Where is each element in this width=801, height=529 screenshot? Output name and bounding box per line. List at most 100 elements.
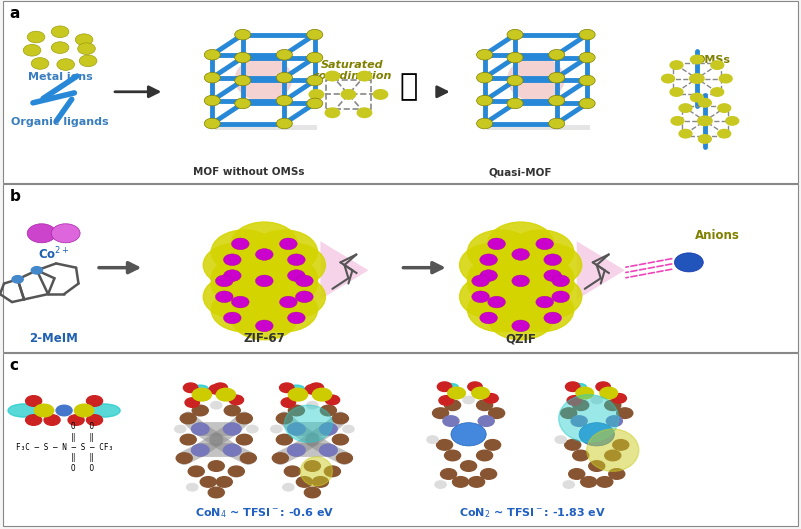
Circle shape [481,469,497,479]
Circle shape [215,275,233,287]
Circle shape [51,42,69,53]
Circle shape [211,262,277,305]
Circle shape [507,75,523,86]
Ellipse shape [237,274,292,288]
Text: 🔥: 🔥 [400,72,417,101]
Circle shape [223,423,241,435]
Bar [3,1,798,183]
Circle shape [472,387,489,399]
Circle shape [231,264,297,308]
Circle shape [324,466,340,477]
Circle shape [325,71,340,81]
Circle shape [448,387,465,399]
Circle shape [74,404,94,417]
Circle shape [573,400,589,411]
Text: Anions: Anions [694,230,739,242]
Circle shape [507,29,523,40]
Circle shape [187,484,198,491]
Circle shape [605,450,621,461]
Polygon shape [487,124,590,130]
Ellipse shape [507,57,565,102]
Circle shape [231,238,249,250]
Circle shape [223,254,241,266]
Circle shape [332,434,348,445]
Circle shape [23,44,41,56]
Circle shape [488,264,553,308]
Circle shape [26,396,42,406]
Circle shape [296,477,312,487]
Circle shape [188,466,204,477]
Circle shape [252,262,317,305]
Circle shape [606,416,622,426]
Circle shape [463,396,474,404]
Circle shape [280,238,297,250]
Circle shape [489,408,505,418]
Circle shape [203,243,269,287]
Circle shape [296,275,313,287]
Circle shape [451,423,486,446]
Circle shape [569,469,585,479]
Circle shape [87,396,103,406]
Ellipse shape [235,57,292,102]
Circle shape [79,55,97,67]
Circle shape [12,276,23,283]
Circle shape [276,413,292,424]
Circle shape [477,72,493,83]
Circle shape [445,400,461,411]
Circle shape [443,416,459,426]
Circle shape [579,52,595,63]
Circle shape [468,382,482,391]
Circle shape [256,320,273,332]
Circle shape [283,484,294,491]
Circle shape [472,275,489,287]
Circle shape [224,405,240,416]
Circle shape [231,296,297,340]
Circle shape [480,254,497,266]
Text: Metal ions: Metal ions [28,72,92,83]
Circle shape [579,423,614,446]
Circle shape [208,461,224,471]
Circle shape [671,116,684,125]
Circle shape [27,31,45,43]
Circle shape [477,400,493,411]
Circle shape [260,243,325,287]
Circle shape [231,243,297,287]
Circle shape [596,382,610,391]
Circle shape [336,453,352,463]
Circle shape [280,296,297,308]
Circle shape [235,98,251,109]
Circle shape [437,382,452,391]
Text: Quasi-MOF: Quasi-MOF [489,167,553,177]
Circle shape [235,29,251,40]
Circle shape [271,425,282,433]
Circle shape [343,425,354,433]
Circle shape [612,394,626,403]
Circle shape [544,254,562,266]
Circle shape [260,275,325,318]
Circle shape [252,257,317,300]
Circle shape [192,405,208,416]
Circle shape [305,385,320,394]
Circle shape [445,450,461,461]
Circle shape [477,450,493,461]
Circle shape [718,104,731,112]
Circle shape [185,398,199,407]
Circle shape [180,413,196,424]
Circle shape [252,288,317,332]
Circle shape [435,481,446,488]
Polygon shape [320,241,368,299]
Circle shape [272,453,288,463]
Circle shape [439,396,453,405]
Circle shape [31,58,49,69]
Circle shape [488,222,553,266]
Circle shape [579,29,595,40]
Circle shape [719,74,732,83]
Ellipse shape [559,395,619,442]
Circle shape [357,71,372,81]
Ellipse shape [572,384,586,390]
Circle shape [670,88,683,96]
Circle shape [549,95,565,106]
Circle shape [75,34,93,45]
Circle shape [288,444,305,456]
Circle shape [320,423,337,435]
